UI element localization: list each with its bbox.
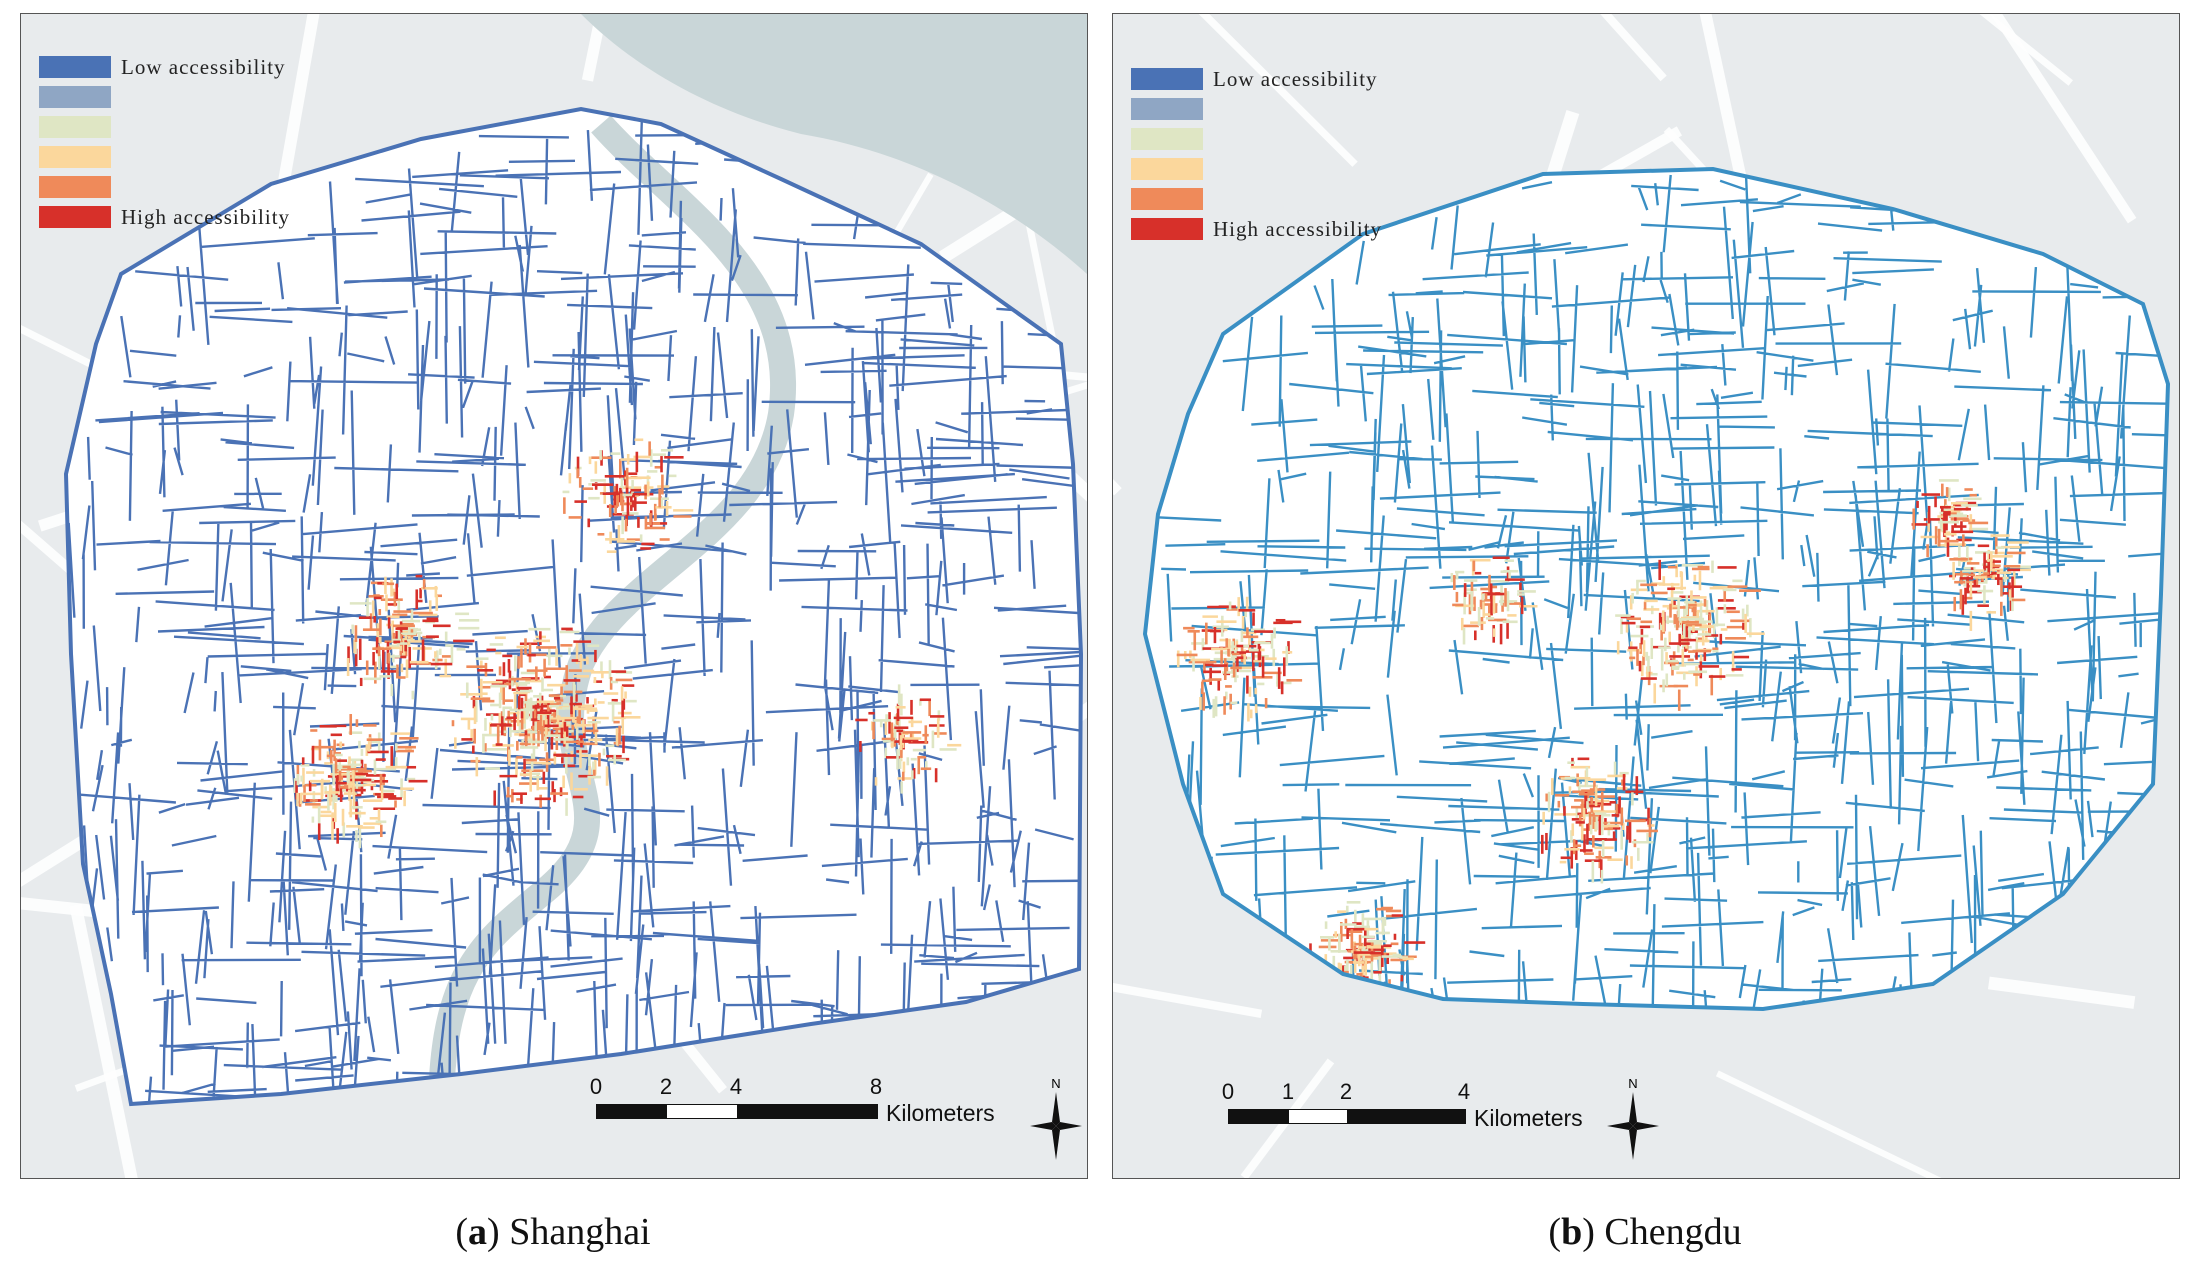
legend-swatch-2: [39, 86, 111, 108]
legend-swatch-6: [39, 206, 111, 228]
legend-swatch-1: [39, 56, 111, 78]
scale-tick: 4: [1457, 1079, 1471, 1104]
north-arrow-icon: N: [1607, 1076, 1659, 1160]
scale-tick: 2: [659, 1074, 673, 1099]
legend-swatch-2: [1131, 98, 1203, 120]
svg-text:N: N: [1051, 1076, 1060, 1091]
legend-swatch-4: [39, 146, 111, 168]
road-network-map-shanghai: [21, 14, 1087, 1178]
legend-swatch-3: [39, 116, 111, 138]
scale-bar: 0 1 2 4 Kilometers: [1222, 1079, 1583, 1131]
scale-tick: 0: [1221, 1079, 1235, 1104]
scale-bar: 0 2 4 8 Kilometers: [590, 1074, 995, 1126]
caption-letter: b: [1561, 1211, 1583, 1253]
legend: Low accessibility High accessibility: [39, 52, 290, 232]
legend-high-label: High accessibility: [121, 204, 291, 229]
scale-tick: 8: [869, 1074, 883, 1099]
caption-chengdu: (b) Chengdu: [1548, 1211, 1742, 1253]
north-arrow-icon: N: [1030, 1076, 1082, 1160]
legend-swatch-5: [1131, 188, 1203, 210]
legend-swatch-5: [39, 176, 111, 198]
map-panel-shanghai: Low accessibility High accessibility 0 2…: [20, 13, 1088, 1179]
legend-swatch-1: [1131, 68, 1203, 90]
legend-swatch-6: [1131, 218, 1203, 240]
scale-tick: 4: [729, 1074, 743, 1099]
scale-units: Kilometers: [1474, 1105, 1583, 1131]
legend-swatch-4: [1131, 158, 1203, 180]
map-panel-chengdu: Low accessibility High accessibility 0 1…: [1112, 13, 2180, 1179]
svg-text:N: N: [1628, 1076, 1637, 1091]
caption-letter: a: [468, 1211, 488, 1253]
legend: Low accessibility High accessibility: [1131, 64, 1382, 244]
caption-shanghai: (a) Shanghai: [455, 1211, 651, 1253]
road-network-map-chengdu: [1113, 14, 2171, 1178]
scale-tick: 2: [1339, 1079, 1353, 1104]
legend-high-label: High accessibility: [1213, 216, 1383, 241]
legend-low-label: Low accessibility: [1213, 66, 1378, 91]
caption-city: Chengdu: [1604, 1211, 1742, 1253]
scale-units: Kilometers: [886, 1100, 995, 1126]
legend-swatch-3: [1131, 128, 1203, 150]
legend-low-label: Low accessibility: [121, 54, 286, 79]
scale-tick: 0: [589, 1074, 603, 1099]
caption-city: Shanghai: [509, 1211, 651, 1253]
scale-tick: 1: [1281, 1079, 1295, 1104]
